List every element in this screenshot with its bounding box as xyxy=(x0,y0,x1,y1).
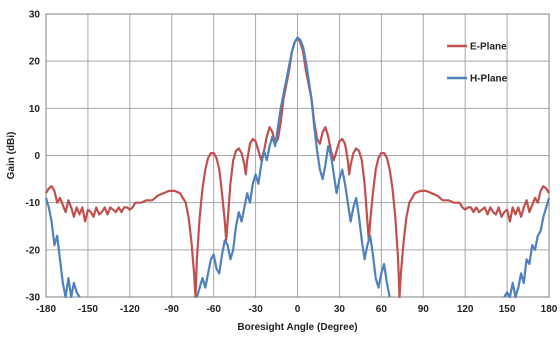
x-tick-label: 150 xyxy=(499,304,516,315)
x-tick-label: 90 xyxy=(418,304,430,315)
series-layer xyxy=(44,36,551,299)
x-tick-label: -180 xyxy=(36,304,56,315)
y-tick-labels: -30 -20 -10 0 10 20 30 xyxy=(26,10,41,304)
x-tick-label: 180 xyxy=(541,304,558,315)
y-tick-label: -20 xyxy=(26,245,41,256)
x-tick-labels: -180 -150 -120 -90 -60 -30 0 30 60 90 120 150 180 xyxy=(36,304,558,315)
x-tick-label: 120 xyxy=(457,304,474,315)
plot-area xyxy=(45,13,550,298)
legend-label-h-plane: H-Plane xyxy=(470,74,508,85)
x-tick-label: -120 xyxy=(120,304,140,315)
x-tick-label: 30 xyxy=(334,304,346,315)
y-tick-label: 10 xyxy=(29,104,41,115)
y-axis-title: Gain (dBi) xyxy=(6,132,17,180)
legend-label-e-plane: E-Plane xyxy=(470,42,507,53)
y-tick-label: 20 xyxy=(29,57,41,68)
x-tick-label: 0 xyxy=(295,304,301,315)
legend: E-Plane H-Plane xyxy=(447,42,508,85)
y-tick-label: 0 xyxy=(34,151,40,162)
y-tick-label: 30 xyxy=(29,10,41,21)
x-axis-title: Boresight Angle (Degree) xyxy=(237,322,357,333)
y-tick-label: -30 xyxy=(26,293,41,304)
grid xyxy=(45,13,550,298)
x-tick-label: -90 xyxy=(165,304,180,315)
x-tick-label: -150 xyxy=(78,304,98,315)
y-tick-label: -10 xyxy=(26,198,41,209)
x-tick-label: 60 xyxy=(376,304,388,315)
x-tick-label: -30 xyxy=(248,304,263,315)
series-line-h-plane xyxy=(44,36,551,299)
x-tick-label: -60 xyxy=(206,304,221,315)
